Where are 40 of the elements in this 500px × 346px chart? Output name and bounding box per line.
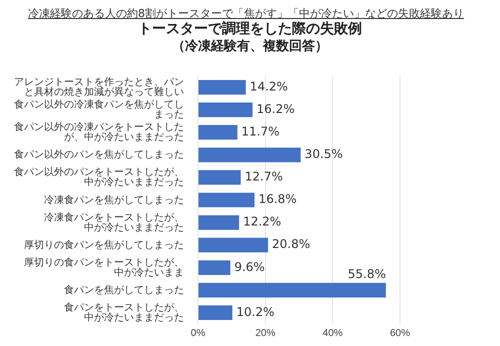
data-label: 12.2% <box>243 214 282 229</box>
data-label: 14.2% <box>250 79 288 94</box>
text: 冷凍経験のある人の約8割がトースターで「焦がす」「中が冷たい」などの失敗経験あり <box>28 6 464 21</box>
data-label: 11.7% <box>241 124 280 138</box>
data-label: 55.8% <box>348 267 386 281</box>
bar <box>198 102 253 118</box>
y-tick-label: アレンジトーストを作ったとき、パンと具材の焼き加減が異なって難しい <box>14 77 184 98</box>
data-label: 20.8% <box>272 237 310 252</box>
data-label: 10.2% <box>236 304 274 319</box>
bar <box>198 148 301 162</box>
x-tick-label: 40% <box>322 328 343 339</box>
y-tick-label: 食パン以外のパンを焦がしてしまった <box>14 148 184 161</box>
bar <box>198 238 268 252</box>
x-tick-label: 20% <box>255 328 276 339</box>
y-tick-label: 厚切りの食パンをトーストしたが、中が冷たいまま <box>24 256 184 278</box>
y-tick-label: 食パン以外の冷凍食パンを焦がしてしまった <box>14 98 184 121</box>
data-label: 16.8% <box>258 192 297 206</box>
y-tick-label: 冷凍食パンを焦がしてしまった <box>44 194 184 206</box>
y-tick-label: 食パン以外のパンをトーストしたが、中が冷たいままだった <box>14 166 184 188</box>
y-tick-label: 食パンをトーストしたが、中が冷たいままだった <box>64 301 184 324</box>
bar <box>198 305 232 320</box>
bar <box>198 170 241 185</box>
bar <box>198 282 386 298</box>
data-label: 30.5% <box>304 147 343 162</box>
bar <box>198 215 240 230</box>
chart-title: トースターで調理をした際の失敗例 <box>137 20 363 38</box>
data-label: 9.6% <box>234 260 265 274</box>
y-tick-label: 食パンを焦がしてしまった <box>64 284 184 296</box>
x-tick-label: 60% <box>390 328 410 339</box>
bar <box>198 192 255 208</box>
bar <box>198 80 246 95</box>
bar <box>198 125 238 140</box>
data-label: 16.2% <box>256 102 295 116</box>
y-tick-label: 厚切りの食パンを焦がしてしまった <box>24 238 184 251</box>
x-tick-label: 0% <box>190 328 206 339</box>
bar <box>198 260 230 275</box>
y-tick-label: 食パン以外の冷凍パンをトーストしたが、中が冷たいままだった <box>14 121 184 144</box>
chart-subtitle: （冷凍経験有、複数回答） <box>171 38 329 55</box>
data-label: 12.7% <box>244 170 283 184</box>
y-tick-label: 冷凍食パンをトーストしたが、中が冷たいままだった <box>44 211 184 234</box>
